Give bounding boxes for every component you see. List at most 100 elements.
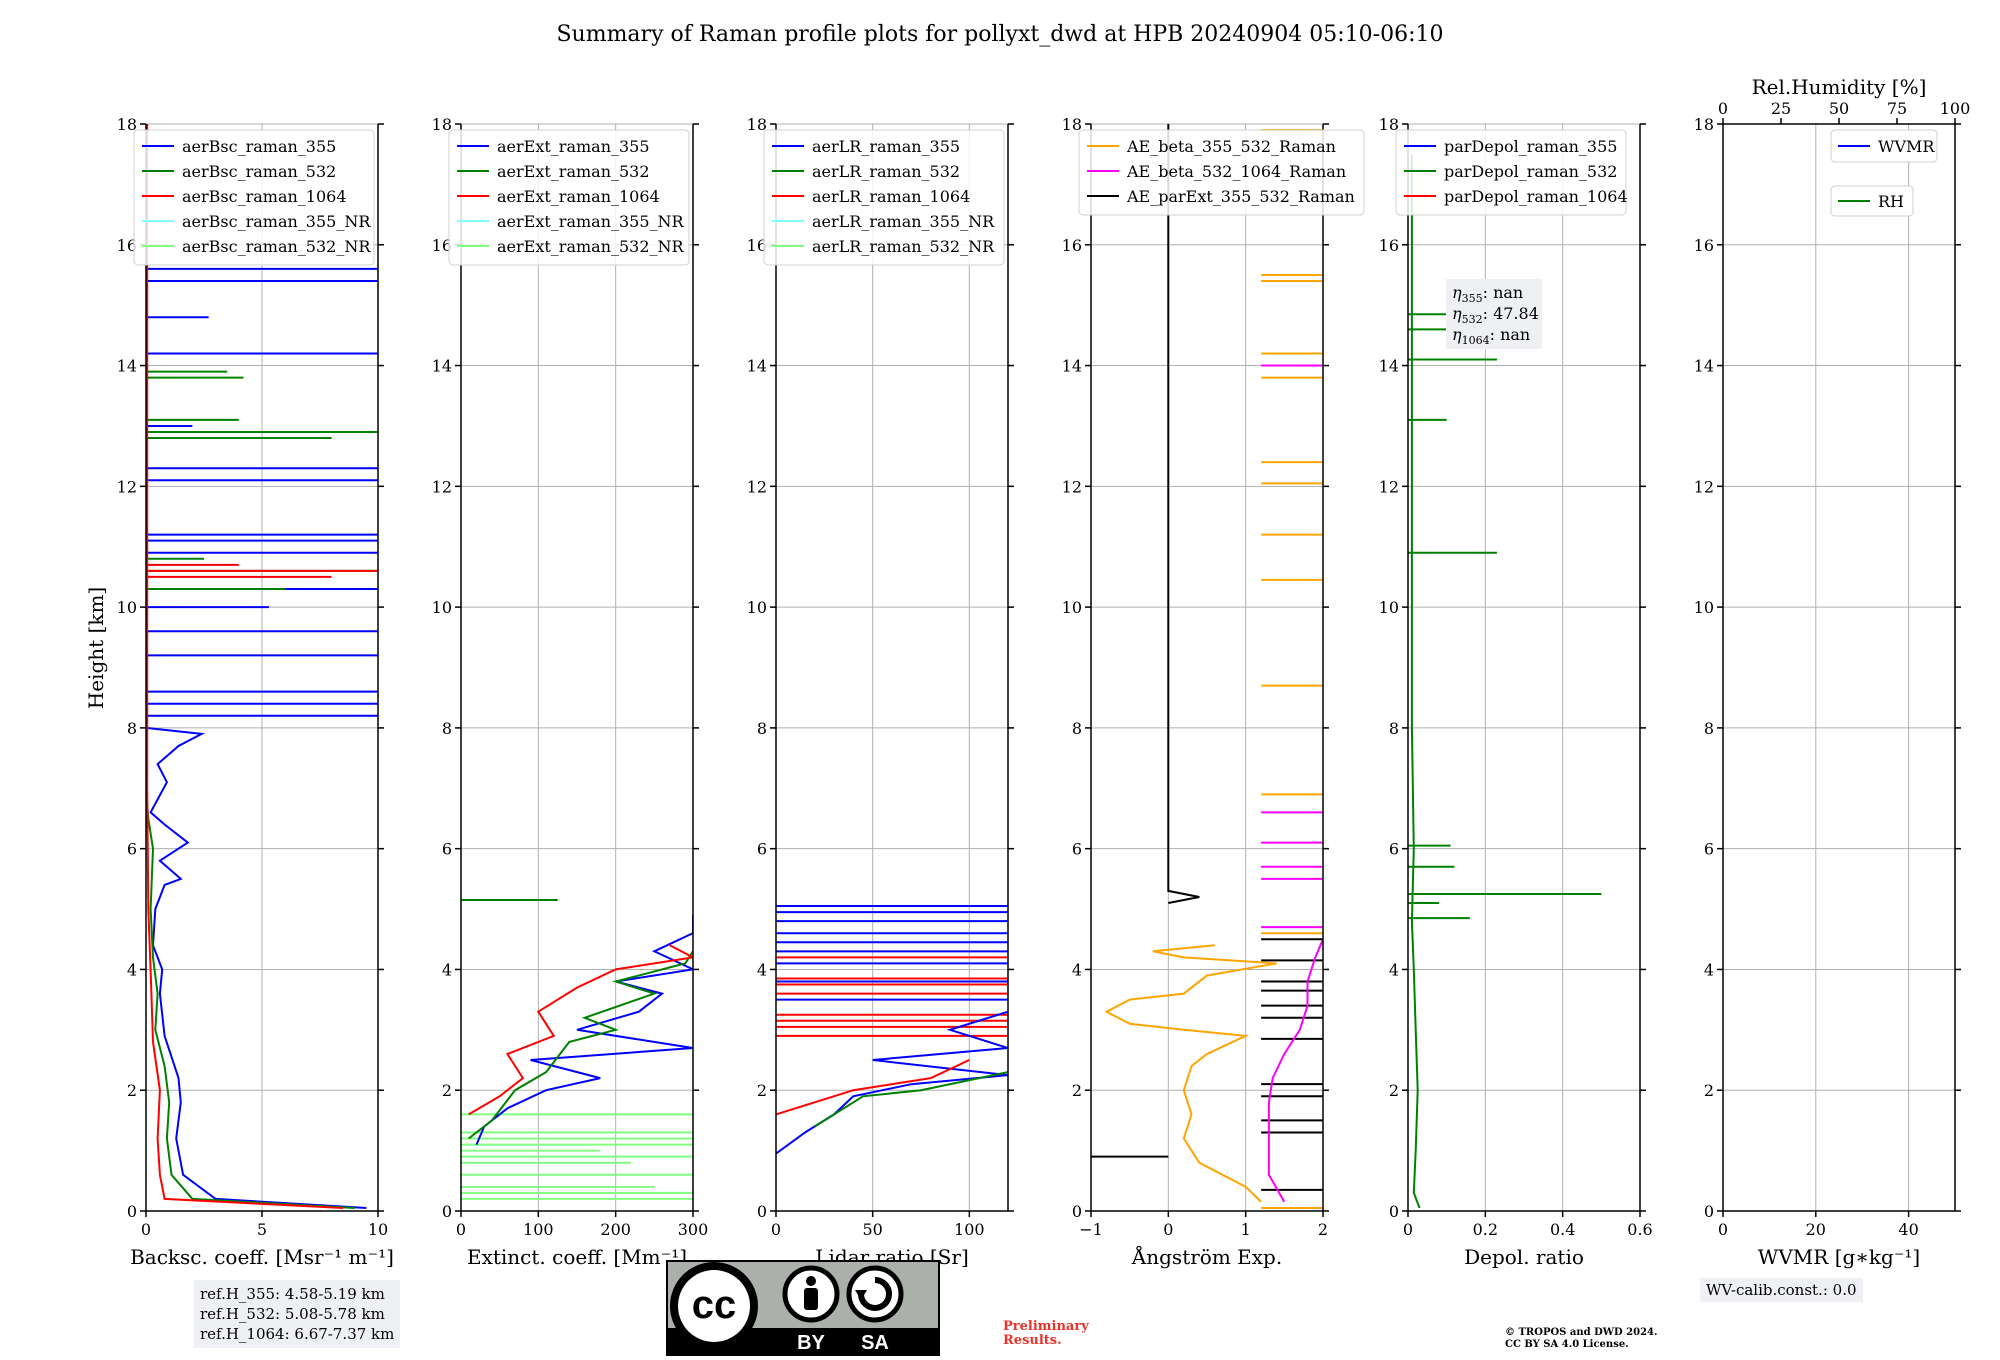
y-tick-label: 14	[432, 357, 452, 376]
eta-value: η355: nan	[1452, 283, 1523, 305]
y-tick-label: 6	[1704, 840, 1714, 859]
legend-frame	[448, 129, 690, 266]
plot-area	[146, 124, 378, 1209]
y-tick-label: 16	[1379, 236, 1399, 255]
y-tick-label: 12	[117, 477, 137, 496]
x-axis-label: Ångström Exp.	[1131, 1244, 1282, 1269]
y-tick-label: 8	[1072, 719, 1082, 738]
y-tick-label: 10	[432, 598, 452, 617]
y-tick-label: 8	[1389, 719, 1399, 738]
y-tick-label: 10	[117, 598, 137, 617]
sa-share-alike-icon	[846, 1265, 904, 1323]
cc-by-sa-license-badge: cc BY SA	[666, 1260, 940, 1356]
y-tick-label: 4	[127, 960, 137, 979]
y-tick-label: 18	[747, 115, 767, 134]
x-tick-label: 0	[456, 1220, 466, 1239]
top-tick-label: 50	[1829, 99, 1849, 118]
x-axis-label: Depol. ratio	[1464, 1245, 1584, 1269]
x-tick-label: 0	[1163, 1220, 1173, 1239]
legend: aerExt_raman_355 aerExt_raman_532 aerExt_r…	[448, 129, 690, 266]
legend-label: aerBsc_raman_355	[182, 137, 336, 156]
series-AE_parExt_355_532_Raman	[1167, 124, 1200, 904]
plot-area	[1091, 124, 1323, 1209]
y-tick-label: 2	[1704, 1081, 1714, 1100]
y-tick-label: 2	[442, 1081, 452, 1100]
y-tick-label: 8	[442, 719, 452, 738]
y-tick-label: 8	[1704, 719, 1714, 738]
legend: parDepol_raman_355 parDepol_raman_532 parD…	[1395, 129, 1628, 216]
legend-label: AE_parExt_355_532_Raman	[1126, 187, 1355, 206]
y-tick-label: 4	[757, 960, 767, 979]
legend-label: parDepol_raman_1064	[1444, 187, 1628, 206]
copyright-note: © TROPOS and DWD 2024. CC BY SA 4.0 Lice…	[1505, 1327, 1657, 1351]
legend-frame-wvmr	[1830, 129, 1938, 163]
cc-letters: cc	[692, 1283, 737, 1327]
copyright-line-1: © TROPOS and DWD 2024.	[1505, 1327, 1658, 1338]
y-tick-label: 8	[757, 719, 767, 738]
x-tick-label: 100	[523, 1220, 554, 1239]
y-tick-label: 12	[1379, 477, 1399, 496]
legend-label: aerBsc_raman_532_NR	[182, 237, 371, 256]
eta-box-bg	[1446, 279, 1542, 349]
panel-5: 0 2 4 6 8 10 12 14 16 18 0 0.2 0.4 0.6 Depol. ratio par…	[1379, 115, 1653, 1269]
y-tick-label: 4	[1072, 960, 1082, 979]
panel-1: 0 2 4 6 8 10 12 14 16 18 0 5 10 Backsc. coeff. [Msr⁻¹…	[117, 115, 394, 1269]
x-tick-label: 5	[257, 1220, 267, 1239]
series-aerExt_raman_1064	[468, 944, 693, 1116]
copyright-line-2: CC BY SA 4.0 License.	[1505, 1339, 1629, 1350]
y-tick-label: 10	[747, 598, 767, 617]
series-aerBsc_raman_355	[146, 726, 367, 1209]
series-AE_beta_532_1064_Raman	[1267, 938, 1323, 1203]
y-tick-label: 0	[1389, 1202, 1399, 1221]
y-tick-label: 18	[1694, 115, 1714, 134]
legend-label: aerExt_raman_355_NR	[497, 212, 685, 231]
y-tick-label: 4	[442, 960, 452, 979]
ref-height-355: ref.H_355: 4.58-5.19 km	[200, 1285, 385, 1303]
y-tick-label: 16	[747, 236, 767, 255]
legend-frame	[763, 129, 1005, 266]
x-tick-label: 0	[1718, 1220, 1728, 1239]
legend-label: aerBsc_raman_532	[182, 162, 336, 181]
y-tick-label: 2	[757, 1081, 767, 1100]
x-axis-label: WVMR [g∗kg⁻¹]	[1758, 1245, 1920, 1269]
series-aerExt_raman_355	[475, 915, 693, 1145]
y-tick-label: 16	[117, 236, 137, 255]
series-AE_beta_355_532_Raman	[1104, 944, 1277, 1203]
y-tick-label: 14	[1062, 357, 1082, 376]
legend-label: parDepol_raman_355	[1444, 137, 1617, 156]
y-tick-label: 0	[1704, 1202, 1714, 1221]
series-aerBsc_raman_532	[146, 788, 355, 1209]
legend-label: RH	[1878, 192, 1904, 211]
top-tick-label: 0	[1718, 99, 1728, 118]
eta-value: η532: 47.84	[1452, 304, 1539, 326]
x-tick-label: 0	[1403, 1220, 1413, 1239]
legend-label: aerBsc_raman_355_NR	[182, 212, 371, 231]
legend-label: aerBsc_raman_1064	[182, 187, 347, 206]
y-tick-label: 0	[442, 1202, 452, 1221]
top-tick-label: 75	[1887, 99, 1907, 118]
series-aerLR_raman_1064	[776, 1059, 970, 1116]
y-tick-label: 0	[1072, 1202, 1082, 1221]
series-aerLR_raman_532	[814, 1071, 1008, 1128]
y-tick-label: 10	[1062, 598, 1082, 617]
series-aerExt_raman_532	[468, 950, 693, 1140]
legend-frame	[1078, 129, 1365, 216]
legend-frame-rh	[1830, 185, 1914, 217]
y-tick-label: 18	[117, 115, 137, 134]
top-tick-label: 100	[1940, 99, 1971, 118]
series-aerLR_raman_355	[776, 1010, 1008, 1155]
y-tick-label: 10	[1694, 598, 1714, 617]
plot-area	[1408, 154, 1602, 1209]
legend-label: aerLR_raman_532_NR	[812, 237, 995, 256]
top-tick-label: 25	[1771, 99, 1791, 118]
y-tick-label: 0	[127, 1202, 137, 1221]
cc-circle	[678, 1270, 750, 1342]
x-axis-label: Extinct. coeff. [Mm⁻¹]	[467, 1245, 687, 1269]
y-tick-label: 16	[1694, 236, 1714, 255]
legend-label: aerExt_raman_532_NR	[497, 237, 685, 256]
x-tick-label: 40	[1898, 1220, 1918, 1239]
legend-frame	[1395, 129, 1627, 216]
